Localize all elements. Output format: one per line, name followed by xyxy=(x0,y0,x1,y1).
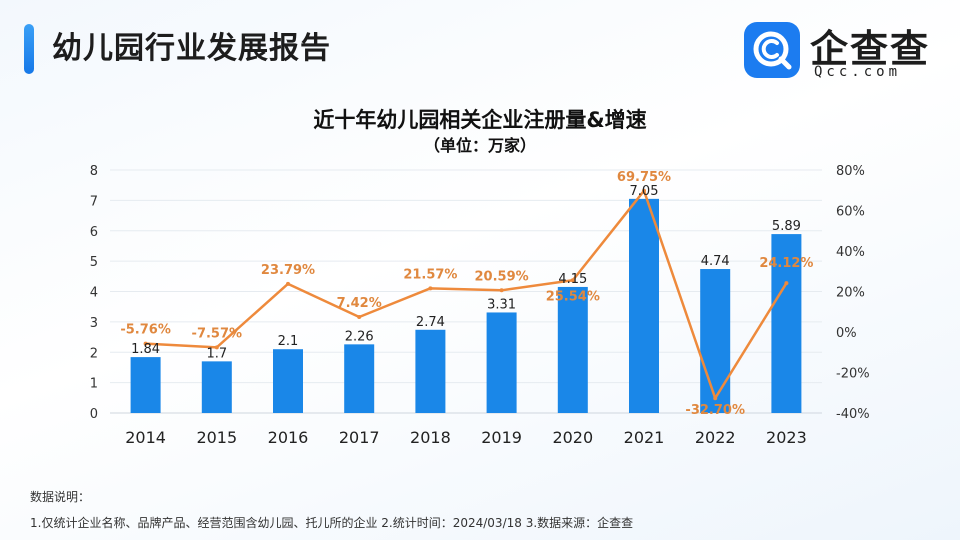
growth-value-label: 23.79% xyxy=(261,263,315,278)
y-left-tick-label: 1 xyxy=(90,377,98,392)
growth-value-label: -7.57% xyxy=(192,326,243,341)
growth-point-2015 xyxy=(214,345,219,350)
x-tick-label: 2014 xyxy=(125,428,166,447)
bar-2016 xyxy=(273,349,303,413)
bar-2019 xyxy=(486,312,517,413)
x-axis-ticks: 2014 2015 2016 2017 2018 2019 2020 2021 2022 2023 xyxy=(125,428,807,447)
bar-2018 xyxy=(415,329,446,413)
y-right-tick-label: 40% xyxy=(836,245,865,260)
bar-2017 xyxy=(344,344,375,413)
qcc-logo-icon xyxy=(744,22,800,78)
x-tick-label: 2018 xyxy=(410,428,451,447)
y-right-tick-label: 20% xyxy=(836,286,865,301)
growth-point-2016 xyxy=(286,281,290,286)
growth-value-label: -5.76% xyxy=(120,323,171,338)
x-tick-label: 2021 xyxy=(624,428,665,447)
bar-value-label: 2.1 xyxy=(278,334,299,349)
bar-series xyxy=(130,198,802,413)
bar-2020 xyxy=(557,286,588,413)
y-left-tick-label: 2 xyxy=(90,346,98,361)
bar-value-label: 4.74 xyxy=(701,254,730,269)
notes-title: 数据说明： xyxy=(30,490,91,504)
x-tick-label: 2019 xyxy=(481,428,522,447)
bar-value-label: 3.31 xyxy=(487,297,516,312)
growth-point-2018 xyxy=(428,286,433,291)
y-right-tick-label: -20% xyxy=(836,367,870,382)
bar-2014 xyxy=(130,357,161,413)
data-labels: 1.84 1.7 2.1 2.26 2.74 3.31 4.15 7.05 4.74 5.89 -5… xyxy=(120,170,813,418)
growth-point-2017 xyxy=(357,314,362,319)
growth-value-label: 21.57% xyxy=(403,267,457,282)
header-accent-bar xyxy=(24,24,34,74)
growth-point-2019 xyxy=(499,288,504,293)
growth-value-label: 20.59% xyxy=(475,269,529,284)
y-left-tick-label: 3 xyxy=(90,316,98,331)
y-right-tick-label: 60% xyxy=(836,205,865,220)
report-title: 幼儿园行业发展报告 xyxy=(52,31,331,66)
y-right-tick-label: 0% xyxy=(836,326,857,341)
y-right-tick-label: -40% xyxy=(836,407,870,422)
bar-value-label: 1.84 xyxy=(131,342,160,357)
growth-point-2021 xyxy=(642,188,646,193)
y-left-tick-label: 8 xyxy=(90,164,98,179)
bar-2023 xyxy=(771,234,802,413)
growth-point-2020 xyxy=(570,278,575,283)
growth-line xyxy=(145,189,788,400)
y-left-tick-label: 4 xyxy=(90,286,98,301)
growth-value-label: 7.42% xyxy=(337,296,382,311)
x-tick-label: 2020 xyxy=(552,428,593,447)
chart-subtitle: （单位：万家） xyxy=(423,136,536,155)
left-axis-ticks: 0 1 2 3 4 5 6 7 8 xyxy=(90,164,98,422)
bar-2022 xyxy=(700,269,731,413)
notes-text: 1.仅统计企业名称、品牌产品、经营范围含幼儿园、托儿所的企业 2.统计时间：20… xyxy=(30,516,634,530)
qcc-logo: 企查查 Qcc.com xyxy=(744,20,934,82)
logo-subtext: Qcc.com xyxy=(814,64,902,80)
growth-line-series xyxy=(143,188,789,401)
x-tick-label: 2022 xyxy=(695,428,736,447)
growth-value-label: 24.12% xyxy=(759,256,813,271)
bar-2015 xyxy=(201,361,232,413)
bar-2021 xyxy=(629,198,659,413)
right-axis-ticks: -40% -20% 0% 20% 40% 60% 80% xyxy=(836,164,870,422)
y-left-tick-label: 5 xyxy=(90,255,98,270)
y-right-tick-label: 80% xyxy=(836,164,865,179)
bar-value-label: 7.05 xyxy=(630,184,659,199)
growth-value-label: 25.54% xyxy=(546,289,600,304)
growth-value-label: 69.75% xyxy=(617,170,671,185)
bar-value-label: 2.74 xyxy=(416,315,445,330)
growth-point-2014 xyxy=(143,341,148,346)
x-tick-label: 2015 xyxy=(196,428,237,447)
bar-value-label: 2.26 xyxy=(345,329,374,344)
x-tick-label: 2023 xyxy=(766,428,807,447)
logo-text: 企查查 xyxy=(810,27,931,71)
y-left-tick-label: 7 xyxy=(90,194,98,209)
growth-point-2023 xyxy=(784,281,789,286)
growth-value-label: -32.70% xyxy=(685,403,745,418)
bar-value-label: 5.89 xyxy=(772,219,801,234)
y-left-tick-label: 0 xyxy=(90,407,98,422)
chart-title: 近十年幼儿园相关企业注册量&增速 xyxy=(313,108,647,132)
x-tick-label: 2016 xyxy=(268,428,309,447)
x-tick-label: 2017 xyxy=(339,428,380,447)
growth-point-2022 xyxy=(713,396,718,401)
y-left-tick-label: 6 xyxy=(90,225,98,240)
bar-value-label: 1.7 xyxy=(206,346,227,361)
bar-value-label: 4.15 xyxy=(558,272,587,287)
